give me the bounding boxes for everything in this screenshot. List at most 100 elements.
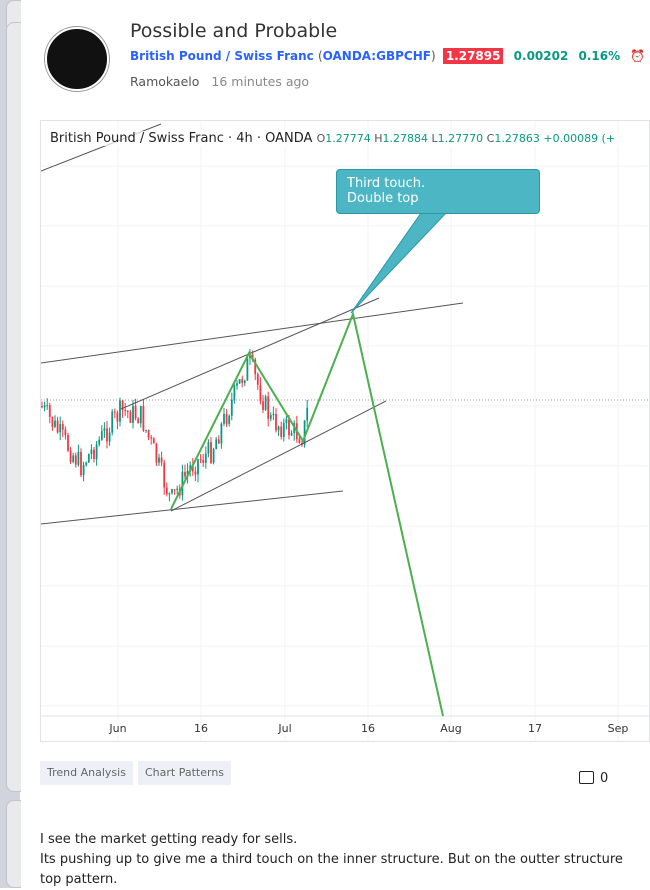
candle-body: [61, 424, 64, 430]
candle-body: [275, 413, 277, 431]
candle-body: [298, 439, 301, 444]
candle-body: [191, 465, 194, 472]
candle-body: [220, 423, 223, 444]
legend-title: British Pound / Swiss Franc · 4h · OANDA: [50, 131, 313, 146]
candle-body: [173, 489, 176, 491]
candle-body: [82, 464, 85, 476]
idea-description: I see the market getting ready for sells…: [40, 830, 640, 890]
idea-meta: Ramokaelo 16 minutes ago: [130, 74, 309, 89]
tag-chart-patterns[interactable]: Chart Patterns: [138, 761, 232, 785]
candle-body: [207, 442, 210, 454]
description-line: I see the market getting ready for sells…: [40, 832, 298, 847]
candle-body: [111, 411, 114, 433]
candle-body: [64, 429, 67, 436]
candle-body: [93, 449, 95, 460]
candle-body: [87, 454, 90, 463]
candle-body: [98, 439, 101, 445]
tag-trend-analysis[interactable]: Trend Analysis: [40, 761, 133, 785]
alarm-add-icon[interactable]: ⏰: [630, 49, 646, 63]
candle-body: [139, 405, 142, 424]
author-name[interactable]: Ramokaelo: [130, 74, 200, 89]
candle-body: [199, 459, 202, 461]
candle-body: [54, 420, 56, 427]
candle-body: [282, 423, 285, 437]
candle-body: [238, 379, 241, 384]
candle-body: [85, 462, 88, 465]
candle-body: [228, 415, 231, 424]
candle-body: [90, 449, 93, 455]
symbol-code-link[interactable]: OANDA:GBPCHF: [322, 49, 431, 63]
l-label: L: [431, 132, 438, 145]
projection-path[interactable]: [170, 310, 444, 717]
candle-body: [126, 411, 129, 413]
candle-body: [277, 426, 280, 431]
side-card: [6, 22, 21, 792]
candle-body: [121, 400, 124, 410]
candle-body: [103, 428, 106, 432]
candle-body: [116, 412, 119, 422]
comments-button[interactable]: 0: [579, 771, 608, 786]
candle-body: [236, 383, 238, 386]
candle-body: [194, 471, 197, 475]
change-value: 0.00202: [513, 49, 569, 63]
x-label: Jul: [278, 722, 292, 735]
candle-body: [100, 431, 103, 440]
candle-body: [210, 442, 212, 463]
candle-body: [72, 455, 75, 463]
outer-lower-trendline[interactable]: [41, 490, 344, 525]
candle-body: [217, 439, 220, 444]
candles: [41, 348, 309, 502]
c-label: C: [486, 132, 495, 145]
candle-body: [267, 396, 270, 419]
annotation-line-1: Third touch.: [347, 176, 426, 191]
change-percent: 0.16%: [578, 49, 621, 63]
idea-title: Possible and Probable: [130, 20, 338, 42]
candle-body: [306, 407, 309, 421]
candle-body: [142, 405, 145, 431]
chart-legend: British Pound / Swiss Franc · 4h · OANDA…: [50, 131, 640, 146]
left-gutter: [0, 0, 21, 888]
candle-body: [230, 399, 233, 416]
high-value: 1.27884: [382, 132, 429, 145]
candle-body: [119, 400, 121, 422]
open-value: 1.27774: [325, 132, 371, 145]
candle-body: [56, 420, 59, 433]
candle-body: [74, 455, 77, 465]
x-label: Sep: [607, 722, 629, 735]
candle-body: [147, 430, 150, 438]
annotation-callout[interactable]: Third touch. Double top: [336, 169, 540, 214]
inner-lower-trendline[interactable]: [170, 400, 387, 512]
candle-body: [67, 435, 69, 451]
x-label: 17: [528, 722, 542, 735]
candle-body: [69, 450, 72, 463]
comments-count: 0: [600, 771, 609, 786]
candle-body: [80, 452, 82, 476]
candle-body: [163, 462, 166, 488]
candle-body: [303, 420, 306, 445]
candle-body: [262, 401, 264, 410]
candle-body: [150, 437, 153, 439]
next-card: [6, 800, 21, 888]
candle-body: [137, 418, 140, 424]
candle-body: [48, 405, 51, 418]
close-value: 1.27863: [494, 132, 540, 145]
candle-body: [264, 396, 267, 410]
candle-body: [288, 419, 290, 436]
candle-body: [256, 374, 259, 385]
candle-body: [134, 405, 137, 419]
author-avatar[interactable]: [45, 27, 109, 91]
candle-body: [189, 465, 192, 471]
symbol-name-link[interactable]: British Pound / Swiss Franc: [130, 49, 314, 63]
chart-canvas[interactable]: [41, 121, 649, 741]
symbol-line: British Pound / Swiss Franc (OANDA:GBPCH…: [130, 48, 646, 64]
candle-body: [41, 406, 43, 408]
candle-body: [129, 411, 132, 423]
chart[interactable]: British Pound / Swiss Franc · 4h · OANDA…: [40, 120, 650, 742]
candle-body: [145, 430, 147, 432]
outer-upper-trendline[interactable]: [41, 302, 464, 364]
candle-body: [152, 438, 155, 444]
candle-body: [269, 415, 272, 419]
callout-pointer: [350, 212, 448, 314]
candle-body: [184, 471, 186, 477]
candle-body: [280, 426, 283, 437]
